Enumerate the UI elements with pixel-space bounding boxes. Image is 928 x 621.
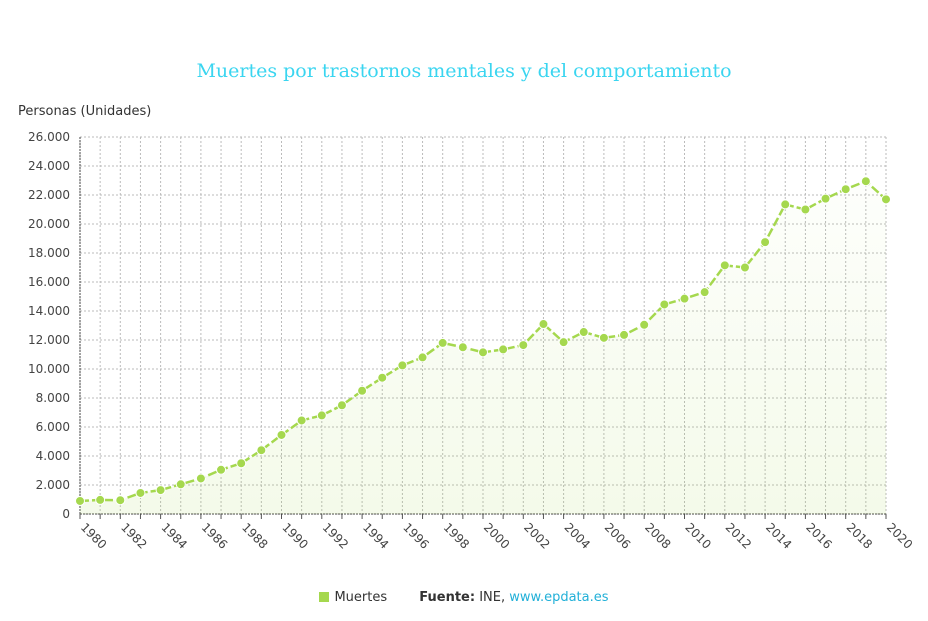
x-tick-label: 2006 bbox=[602, 520, 633, 551]
x-tick-label: 1998 bbox=[441, 520, 472, 551]
data-point bbox=[357, 385, 368, 396]
data-point bbox=[175, 479, 186, 490]
data-point bbox=[95, 494, 106, 505]
y-tick-label: 10.000 bbox=[28, 362, 70, 376]
data-point bbox=[75, 495, 85, 506]
y-tick-label: 20.000 bbox=[28, 217, 70, 231]
x-tick-label: 1986 bbox=[199, 520, 230, 551]
data-point bbox=[699, 287, 710, 298]
source-link[interactable]: www.epdata.es bbox=[509, 590, 609, 605]
legend-item[interactable]: Muertes bbox=[319, 590, 387, 605]
x-tick-label: 2016 bbox=[803, 520, 834, 551]
x-tick-label: 1980 bbox=[78, 520, 109, 551]
data-point bbox=[538, 319, 549, 330]
data-point bbox=[498, 344, 509, 355]
data-point bbox=[780, 199, 791, 210]
data-point bbox=[478, 347, 488, 358]
legend-swatch bbox=[319, 592, 330, 602]
data-point bbox=[276, 429, 287, 440]
y-tick-label: 22.000 bbox=[28, 188, 70, 202]
chart-title: Muertes por trastornos mentales y del co… bbox=[196, 60, 732, 82]
x-tick-label: 2004 bbox=[561, 520, 592, 551]
data-point bbox=[578, 327, 589, 338]
data-point bbox=[860, 176, 871, 187]
data-point bbox=[135, 487, 146, 498]
area-fill bbox=[80, 181, 886, 514]
data-point bbox=[840, 184, 851, 195]
x-tick-label: 1992 bbox=[320, 520, 351, 551]
data-point bbox=[719, 260, 730, 271]
source-label: Fuente: bbox=[419, 590, 476, 605]
data-point bbox=[336, 400, 347, 411]
y-tick-label: 8.000 bbox=[36, 391, 70, 405]
y-tick-label: 24.000 bbox=[28, 159, 70, 173]
data-point bbox=[679, 293, 690, 304]
x-tick-label: 1982 bbox=[118, 520, 149, 551]
data-point bbox=[457, 342, 468, 353]
data-point bbox=[155, 485, 166, 496]
data-point bbox=[397, 360, 408, 371]
x-tick-label: 1988 bbox=[239, 520, 270, 551]
data-point bbox=[800, 204, 811, 215]
data-point bbox=[760, 237, 771, 248]
data-point bbox=[820, 193, 831, 204]
legend-label: Muertes bbox=[334, 590, 388, 605]
data-point bbox=[437, 337, 448, 348]
x-tick-label: 2014 bbox=[763, 520, 794, 551]
data-point bbox=[639, 319, 650, 330]
data-point bbox=[296, 415, 307, 426]
data-point bbox=[216, 464, 227, 475]
x-tick-label: 2008 bbox=[642, 520, 673, 551]
y-tick-label: 6.000 bbox=[36, 420, 70, 434]
y-tick-label: 14.000 bbox=[28, 304, 70, 318]
data-point bbox=[518, 340, 529, 351]
y-tick-label: 0 bbox=[62, 507, 70, 521]
x-tick-label: 1990 bbox=[279, 520, 310, 551]
data-point bbox=[619, 329, 630, 340]
x-tick-label: 1984 bbox=[158, 520, 189, 551]
data-point bbox=[558, 337, 569, 348]
x-tick-label: 1996 bbox=[400, 520, 431, 551]
y-tick-label: 18.000 bbox=[28, 246, 70, 260]
x-tick-label: 2002 bbox=[521, 520, 552, 551]
y-tick-label: 12.000 bbox=[28, 333, 70, 347]
data-point bbox=[739, 262, 750, 273]
data-point bbox=[377, 372, 388, 383]
data-point bbox=[598, 332, 609, 343]
data-point bbox=[417, 352, 428, 363]
data-point bbox=[236, 458, 247, 469]
y-tick-label: 16.000 bbox=[28, 275, 70, 289]
x-tick-label: 2000 bbox=[481, 520, 512, 551]
data-point bbox=[195, 473, 206, 484]
y-tick-label: 2.000 bbox=[36, 478, 70, 492]
x-tick-label: 1994 bbox=[360, 520, 391, 551]
data-point bbox=[881, 194, 891, 205]
footer: Muertes Fuente: INE, www.epdata.es bbox=[0, 590, 928, 605]
x-tick-label: 2018 bbox=[844, 520, 875, 551]
x-tick-label: 2012 bbox=[723, 520, 754, 551]
x-tick-label: 2010 bbox=[682, 520, 713, 551]
data-point bbox=[659, 299, 670, 310]
data-point bbox=[256, 445, 267, 456]
y-axis-label: Personas (Unidades) bbox=[18, 104, 152, 119]
data-point bbox=[115, 495, 126, 506]
y-tick-label: 4.000 bbox=[36, 449, 70, 463]
source-name: INE, bbox=[479, 590, 506, 605]
data-point bbox=[316, 410, 327, 421]
y-tick-label: 26.000 bbox=[28, 130, 70, 144]
x-tick-label: 2020 bbox=[884, 520, 915, 551]
